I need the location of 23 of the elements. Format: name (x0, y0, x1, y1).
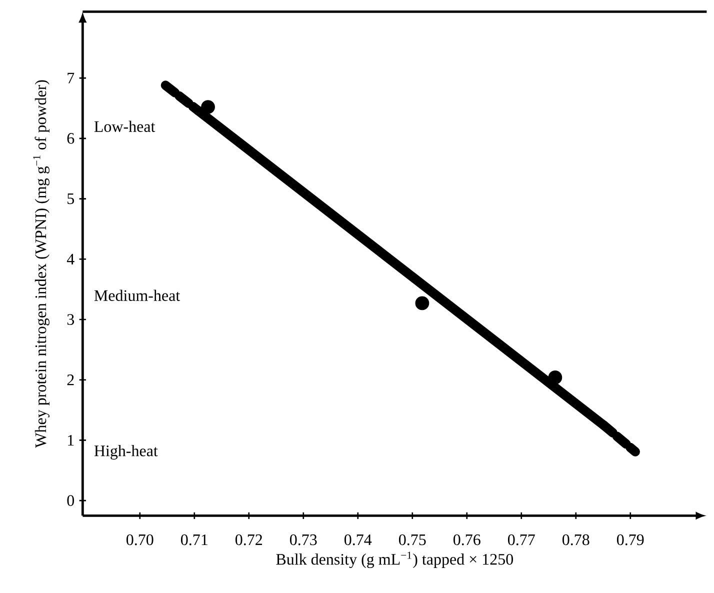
x-tick-label: 0.77 (508, 534, 535, 546)
y-tick-label: 2 (67, 374, 74, 386)
y-tick-label: 4 (66, 254, 74, 264)
annotation: Medium-heat (94, 290, 180, 301)
x-tick-label: 0.75 (398, 534, 426, 546)
annotation: High-heat (94, 445, 158, 460)
annotation: Low-heat (94, 120, 156, 132)
x-tick-label: 0.73 (290, 534, 317, 546)
x-tick-label: 0.74 (344, 534, 372, 546)
x-axis-title: Bulk density (g mL$^{−1}$) tapped × 1250 (276, 552, 513, 568)
y-axis-title: Whey protein nitrogen index (WPNI) (mg g$^{−1}$ of powder) (33, 80, 50, 448)
x-tick-label: 0.78 (562, 534, 590, 546)
x-tick-label: 0.76 (453, 534, 480, 546)
y-tick-label: 0 (67, 495, 74, 506)
y-tick-label: 7 (68, 72, 74, 84)
y-tick-label: 5 (68, 193, 74, 204)
x-tick-label: 0.72 (235, 534, 262, 546)
x-tick-label: 0.70 (126, 534, 154, 546)
y-tick-label: 3 (67, 314, 74, 325)
y-tick-label: 6 (67, 133, 74, 144)
x-tick-label: 0.71 (180, 534, 208, 546)
y-tick-label: 1 (68, 434, 74, 446)
x-tick-label: 0.79 (616, 534, 644, 546)
